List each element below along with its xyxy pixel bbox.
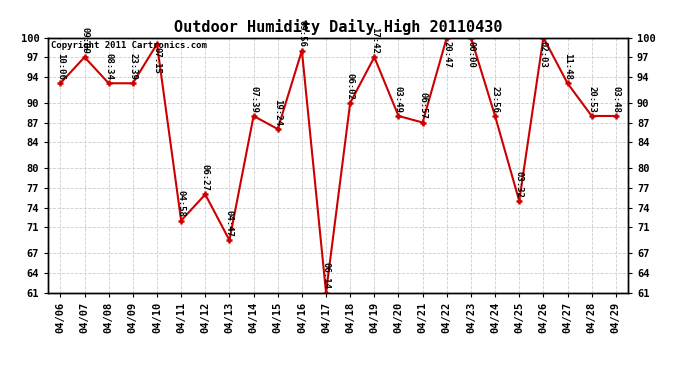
Text: 07:15: 07:15 — [152, 47, 161, 74]
Text: 02:03: 02:03 — [539, 41, 548, 68]
Text: 06:57: 06:57 — [418, 92, 427, 119]
Text: 04:58: 04:58 — [177, 190, 186, 217]
Text: 09:09: 09:09 — [80, 27, 89, 54]
Text: 17:42: 17:42 — [370, 27, 379, 54]
Text: 07:39: 07:39 — [249, 86, 258, 113]
Text: 09:56: 09:56 — [297, 20, 306, 47]
Text: 03:32: 03:32 — [515, 171, 524, 198]
Text: 20:53: 20:53 — [587, 86, 596, 113]
Text: 23:39: 23:39 — [128, 53, 137, 80]
Text: 04:47: 04:47 — [225, 210, 234, 237]
Text: 00:00: 00:00 — [466, 41, 475, 68]
Text: 03:49: 03:49 — [394, 86, 403, 113]
Text: 20:47: 20:47 — [442, 41, 451, 68]
Text: Copyright 2011 Cartronics.com: Copyright 2011 Cartronics.com — [51, 41, 207, 50]
Text: 08:34: 08:34 — [104, 53, 113, 80]
Text: 10:06: 10:06 — [56, 53, 65, 80]
Text: 06:27: 06:27 — [201, 164, 210, 191]
Text: 11:48: 11:48 — [563, 53, 572, 80]
Text: 23:56: 23:56 — [491, 86, 500, 113]
Text: 19:24: 19:24 — [273, 99, 282, 126]
Text: 06:14: 06:14 — [322, 262, 331, 289]
Title: Outdoor Humidity Daily High 20110430: Outdoor Humidity Daily High 20110430 — [174, 19, 502, 35]
Text: 03:48: 03:48 — [611, 86, 620, 113]
Text: 06:02: 06:02 — [346, 73, 355, 100]
